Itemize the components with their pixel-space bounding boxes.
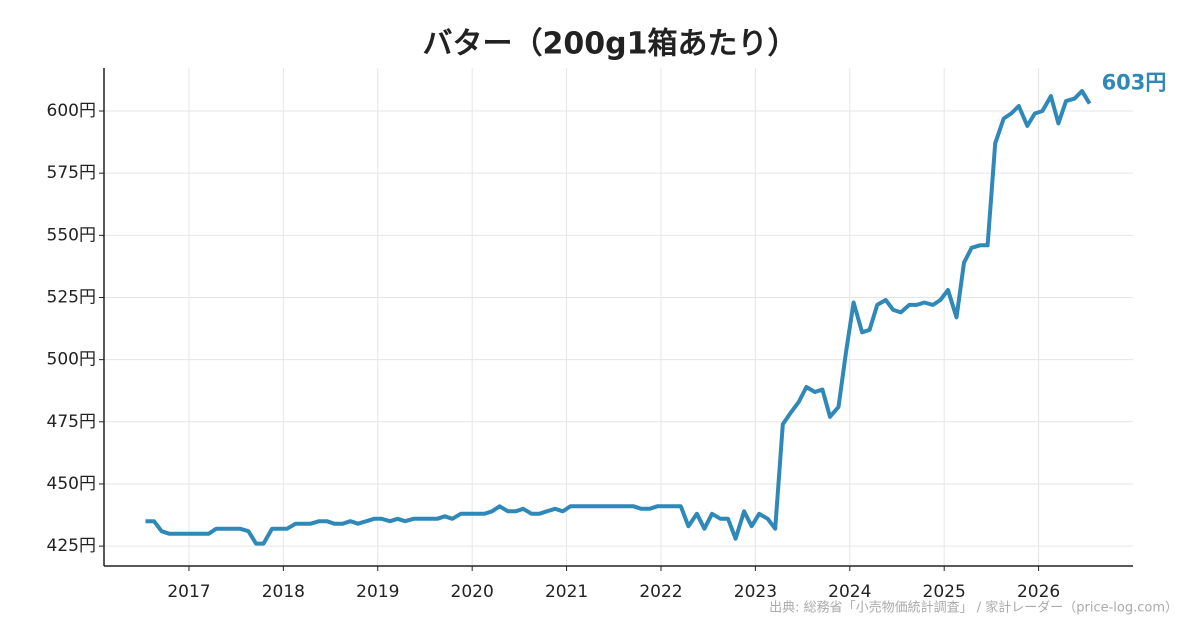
x-tick-label: 2019 (356, 582, 399, 602)
y-tick-label: 525円 (47, 287, 96, 307)
x-tick-label: 2022 (639, 582, 682, 602)
x-tick-label: 2025 (923, 582, 966, 602)
y-tick-label: 500円 (47, 350, 96, 370)
y-tick-label: 600円 (47, 101, 96, 121)
x-tick-label: 2020 (451, 582, 494, 602)
source-note: 出典: 総務省「小売物価統計調査」 / 家計レーダー（price-log.com… (769, 600, 1178, 616)
y-tick-label: 575円 (47, 163, 96, 183)
x-tick-label: 2024 (828, 582, 871, 602)
chart-title: バター（200g1箱あたり） (423, 27, 798, 62)
end-label: 603円 (1102, 71, 1167, 95)
x-tick-label: 2021 (545, 582, 588, 602)
data-line (145, 89, 1092, 546)
y-tick-label: 450円 (47, 474, 96, 494)
x-tick-label: 2023 (734, 582, 777, 602)
x-tick-label: 2017 (167, 582, 210, 602)
x-tick-label: 2018 (262, 582, 305, 602)
y-tick-label: 475円 (47, 412, 96, 432)
x-tick-label: 2026 (1017, 582, 1060, 602)
y-tick-label: 550円 (47, 225, 96, 245)
y-tick-label: 425円 (47, 536, 96, 556)
